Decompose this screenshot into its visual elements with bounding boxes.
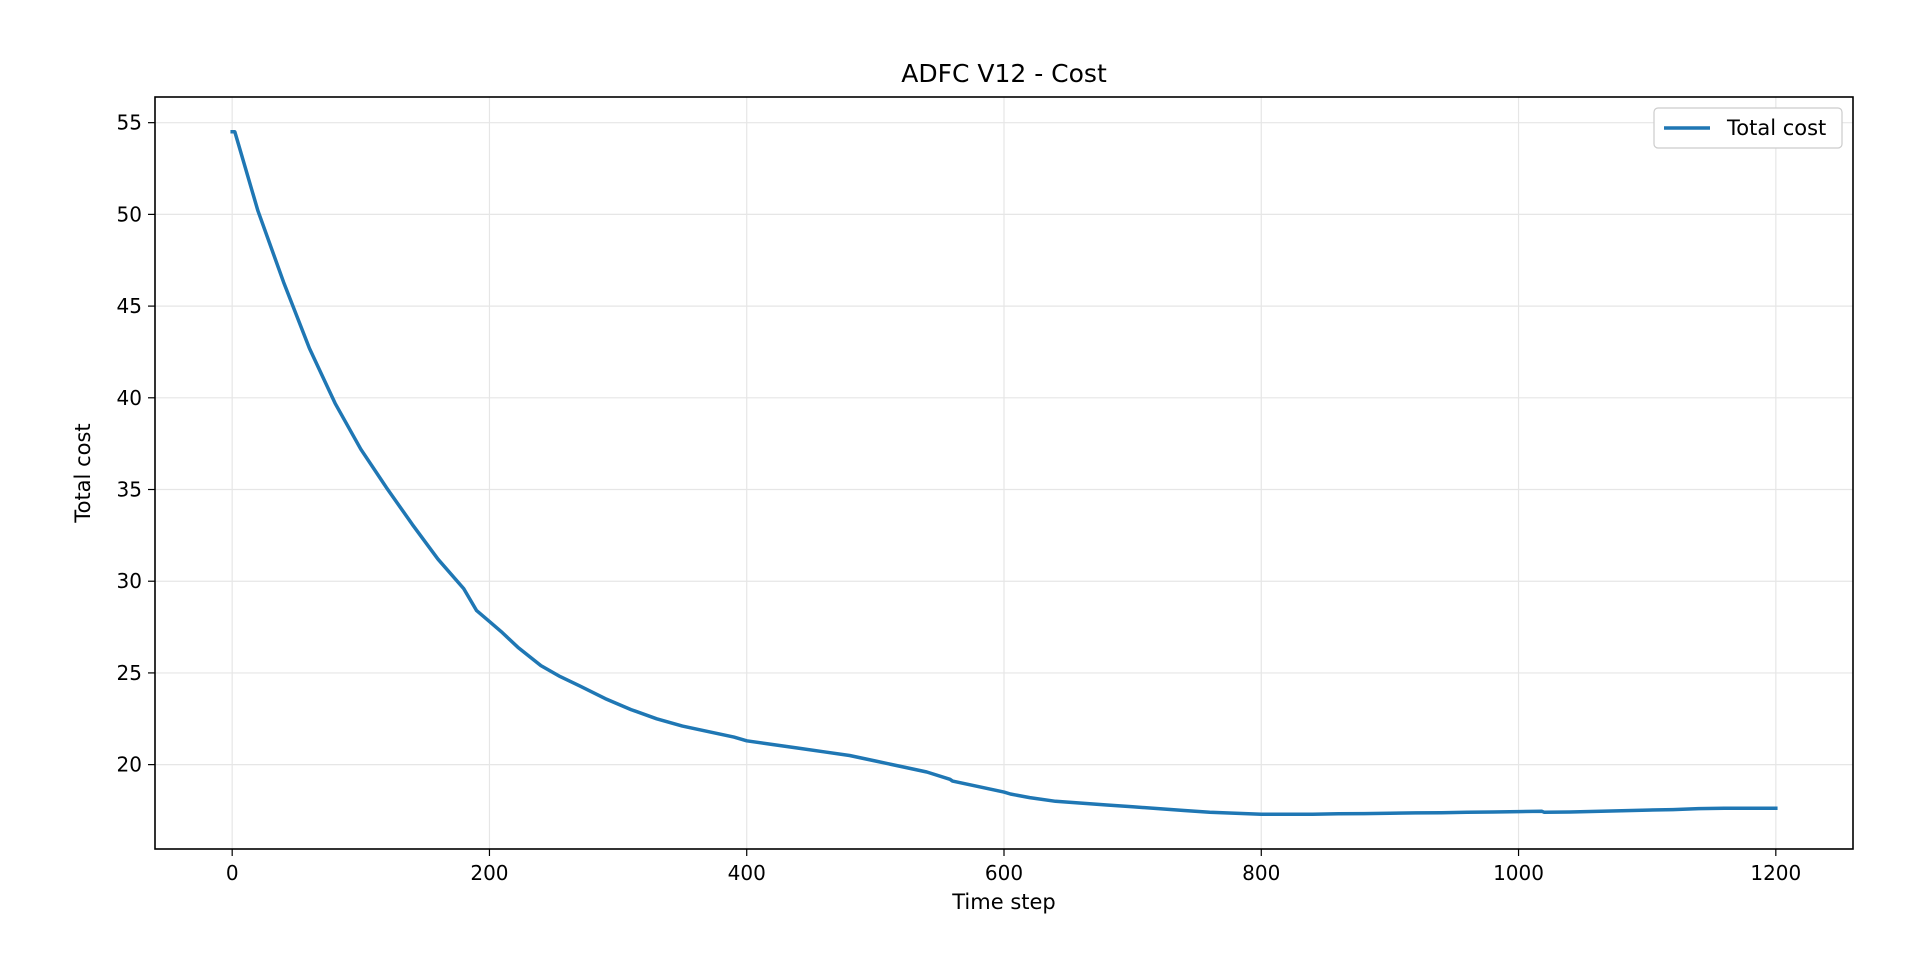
y-tick-label: 55 [117, 111, 142, 135]
x-tick-label: 0 [226, 861, 239, 885]
x-tick-label: 800 [1242, 861, 1280, 885]
x-tick-label: 1200 [1750, 861, 1801, 885]
ticks: 0 200 400 600 800 1000 1200 20 25 30 35 40 45 50 55 [117, 111, 1802, 885]
x-tick-label: 200 [470, 861, 508, 885]
x-tick-label: 600 [985, 861, 1023, 885]
legend-box [1653, 107, 1843, 149]
legend: Total cost [1653, 107, 1843, 149]
y-tick-label: 50 [117, 202, 142, 226]
y-tick-label: 25 [117, 661, 142, 685]
legend-label: Total cost [1726, 116, 1826, 140]
y-tick-label: 45 [117, 294, 142, 318]
y-axis-title: Total cost [71, 423, 95, 523]
x-axis-title: Time step [951, 890, 1056, 914]
series-layer [230, 130, 1778, 816]
y-tick-label: 20 [117, 753, 142, 777]
x-tick-label: 1000 [1493, 861, 1544, 885]
y-tick-label: 40 [117, 386, 142, 410]
series-line [230, 130, 1778, 816]
grid [155, 97, 1853, 849]
y-tick-label: 30 [117, 569, 142, 593]
y-tick-label: 35 [117, 478, 142, 502]
chart-title: ADFC V12 - Cost [901, 59, 1107, 88]
x-tick-label: 400 [728, 861, 766, 885]
